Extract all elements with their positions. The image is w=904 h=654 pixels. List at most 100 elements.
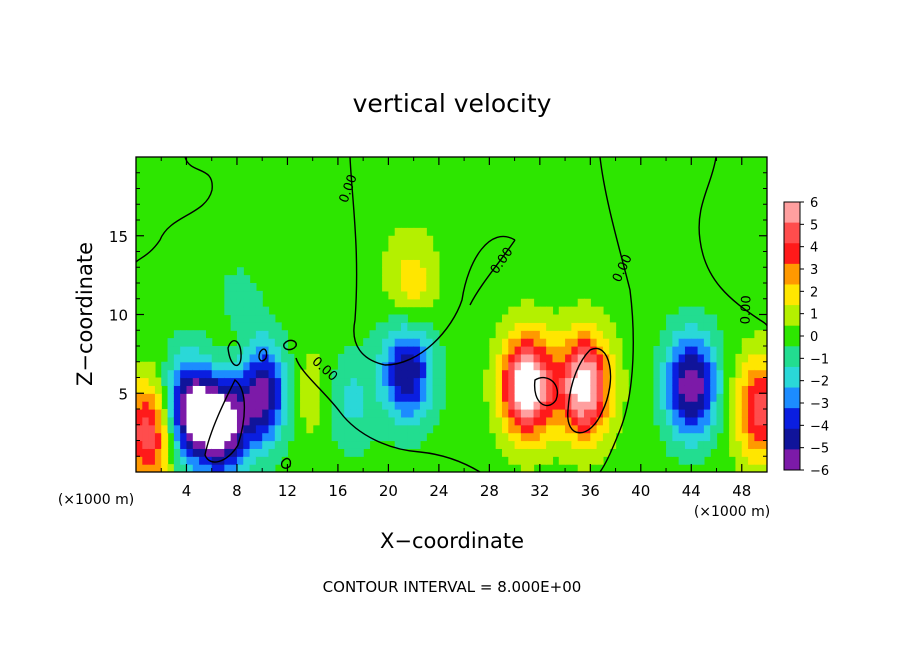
heatmap-cell <box>527 385 535 394</box>
heatmap-cell <box>230 290 238 300</box>
heatmap-cell <box>419 243 427 253</box>
heatmap-cell <box>602 353 610 363</box>
heatmap-cell <box>224 424 232 434</box>
heatmap-cell <box>350 448 358 457</box>
heatmap-cell <box>262 322 270 331</box>
heatmap-cell <box>413 361 421 371</box>
heatmap-cell <box>489 409 497 418</box>
heatmap-cell <box>180 385 188 394</box>
heatmap-cell <box>142 369 150 379</box>
heatmap-cell <box>539 314 547 323</box>
heatmap-cell <box>394 416 402 426</box>
heatmap-cell <box>167 416 175 426</box>
heatmap-cell <box>741 448 749 457</box>
heatmap-cell <box>154 385 162 394</box>
heatmap-cell <box>533 377 541 386</box>
heatmap-cell <box>584 393 591 402</box>
heatmap-cell <box>262 377 270 386</box>
heatmap-cell <box>281 409 289 418</box>
heatmap-cell <box>287 432 295 442</box>
heatmap-cell <box>426 290 434 300</box>
heatmap-cell <box>716 338 724 347</box>
heatmap-cell <box>148 440 156 449</box>
heatmap-cell <box>224 298 232 308</box>
heatmap-cell <box>596 385 604 394</box>
heatmap-cells <box>136 227 767 472</box>
heatmap-cell <box>710 377 718 386</box>
heatmap-cell <box>211 393 219 402</box>
heatmap-cell <box>413 338 421 347</box>
heatmap-cell <box>684 448 692 457</box>
heatmap-cell <box>369 393 377 402</box>
heatmap-cell <box>180 369 188 379</box>
zero-contour-line <box>136 157 213 263</box>
heatmap-cell <box>432 377 440 386</box>
heatmap-cell <box>514 409 522 418</box>
heatmap-cell <box>691 385 699 394</box>
heatmap-cell <box>401 290 408 300</box>
heatmap-cell <box>533 424 541 434</box>
heatmap-cell <box>211 353 219 363</box>
heatmap-cell <box>413 290 421 300</box>
heatmap-cell <box>136 440 143 449</box>
heatmap-cell <box>710 322 718 331</box>
heatmap-cell <box>760 330 767 339</box>
heatmap-cell <box>401 275 408 284</box>
heatmap-cell <box>577 346 585 355</box>
heatmap-cell <box>684 330 692 339</box>
heatmap-cell <box>558 393 566 402</box>
heatmap-cell <box>350 369 358 379</box>
heatmap-cell <box>514 432 522 442</box>
heatmap-cell <box>363 409 371 418</box>
heatmap-cell <box>205 338 213 347</box>
heatmap-cell <box>584 306 591 316</box>
heatmap-cell <box>394 314 402 323</box>
heatmap-cell <box>672 346 680 355</box>
heatmap-cell <box>249 448 257 457</box>
heatmap-cell <box>205 424 213 434</box>
heatmap-cell <box>356 424 364 434</box>
heatmap-cell <box>602 424 610 434</box>
heatmap-cell <box>754 464 762 472</box>
heatmap-cell <box>230 322 238 331</box>
heatmap-cell <box>413 235 421 245</box>
heatmap-cell <box>672 385 680 394</box>
heatmap-cell <box>382 385 389 394</box>
heatmap-cell <box>735 456 743 465</box>
x-tick-label: 4 <box>182 482 192 500</box>
heatmap-cell <box>703 440 711 449</box>
heatmap-cell <box>672 409 680 418</box>
heatmap-cell <box>489 393 497 402</box>
heatmap-cell <box>262 306 270 316</box>
heatmap-cell <box>666 432 673 442</box>
heatmap-cell <box>211 401 219 410</box>
heatmap-cell <box>577 409 585 418</box>
heatmap-cell <box>710 369 718 379</box>
heatmap-cell <box>394 401 402 410</box>
heatmap-cell <box>281 369 289 379</box>
heatmap-cell <box>508 448 516 457</box>
heatmap-cell <box>716 385 724 394</box>
heatmap-cell <box>413 432 421 442</box>
heatmap-cell <box>495 377 503 386</box>
heatmap-cell <box>678 330 686 339</box>
heatmap-cell <box>255 385 263 394</box>
heatmap-cell <box>419 409 427 418</box>
heatmap-cell <box>432 361 440 371</box>
heatmap-cell <box>136 409 143 418</box>
heatmap-cell <box>218 401 225 410</box>
heatmap-cell <box>508 322 516 331</box>
heatmap-cell <box>274 432 282 442</box>
heatmap-cell <box>218 409 225 418</box>
heatmap-cell <box>666 330 673 339</box>
heatmap-cell <box>382 330 389 339</box>
heatmap-cell <box>520 464 528 472</box>
heatmap-cell <box>501 416 509 426</box>
heatmap-cell <box>401 346 408 355</box>
heatmap-cell <box>558 306 566 316</box>
heatmap-cell <box>350 424 358 434</box>
heatmap-cell <box>154 464 162 472</box>
heatmap-cell <box>432 416 440 426</box>
heatmap-cell <box>577 330 585 339</box>
heatmap-cell <box>710 440 718 449</box>
